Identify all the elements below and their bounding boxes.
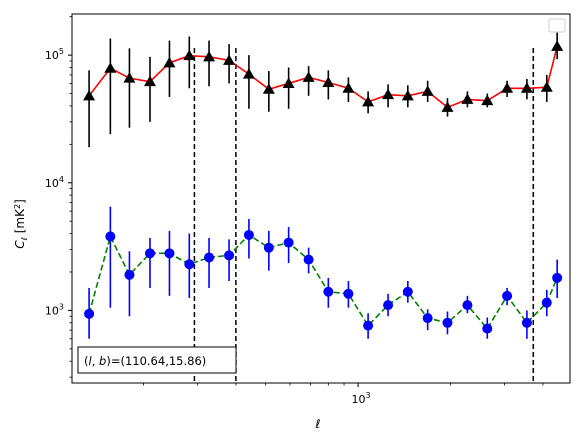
annotation-text: (l, b)=(110.64,15.86): [84, 354, 206, 368]
y-axis-label: Cℓ [mK2]: [13, 199, 29, 249]
series-1-point-18: [442, 317, 453, 328]
series-1-point-17: [422, 313, 433, 324]
series-1-point-13: [343, 288, 354, 299]
series-1-point-0: [84, 308, 95, 319]
series-0-point-24: [551, 40, 564, 51]
annotation-box: [77, 346, 237, 374]
series-1: [84, 206, 563, 339]
series-0-point-3: [143, 75, 156, 87]
series-0-point-5: [183, 49, 196, 61]
legend-box: [548, 18, 566, 33]
series-1-point-2: [124, 269, 135, 280]
axis-ticks: 103 103 104 105: [45, 16, 544, 406]
series-1-point-19: [462, 300, 473, 311]
series-1-point-22: [521, 317, 532, 328]
series-0-point-6: [203, 50, 216, 62]
x-tick-label-0: 103: [352, 391, 371, 406]
series-0-point-21: [501, 82, 514, 93]
series-1-point-9: [263, 242, 274, 253]
series-0-point-7: [223, 54, 236, 65]
series-1-point-15: [383, 300, 394, 311]
series-0-point-10: [282, 77, 295, 88]
series-1-point-23: [541, 297, 552, 308]
series-1-point-21: [502, 290, 513, 301]
series-0-point-8: [242, 68, 255, 79]
series-0-point-20: [481, 94, 494, 106]
series-0-point-9: [262, 83, 275, 94]
plot-area: [72, 14, 570, 383]
series-0-point-14: [362, 95, 375, 107]
series-0-point-16: [401, 89, 414, 101]
series-1-point-5: [184, 259, 195, 270]
series-0-point-15: [382, 88, 395, 100]
series-1-point-24: [552, 272, 563, 283]
series-1-point-6: [204, 252, 215, 263]
series-1-point-3: [144, 248, 155, 259]
series-1-point-1: [105, 231, 116, 242]
series-1-point-4: [164, 248, 175, 259]
y-tick-label-0: 103: [45, 302, 64, 317]
y-tick-label-2: 105: [45, 47, 64, 62]
series-1-point-12: [323, 286, 334, 297]
series-0-point-2: [123, 72, 136, 83]
series-0-point-17: [421, 85, 434, 96]
series-layer: [83, 32, 564, 339]
annotation: (l, b)=(110.64,15.86): [77, 346, 237, 374]
series-1-point-10: [283, 237, 294, 248]
series-0-point-4: [163, 56, 176, 68]
series-0-point-23: [540, 81, 553, 92]
series-1-point-11: [303, 254, 314, 265]
series-0-point-1: [104, 62, 117, 73]
series-0-point-11: [302, 71, 315, 82]
series-0-point-12: [322, 76, 335, 88]
series-1-point-8: [243, 229, 254, 240]
series-1-point-14: [363, 320, 374, 331]
series-1-point-16: [402, 286, 413, 297]
series-0-point-22: [520, 82, 533, 93]
x-axis-label: ℓ: [315, 417, 321, 431]
legend: [548, 18, 566, 33]
series-1-point-7: [224, 250, 235, 261]
y-tick-label-1: 104: [45, 175, 64, 190]
series-1-point-20: [482, 323, 493, 334]
series-0-point-18: [441, 101, 454, 112]
series-0-point-13: [342, 82, 355, 93]
plot-frame: [71, 13, 571, 384]
series-0-point-19: [461, 93, 474, 104]
series-0: [83, 32, 564, 148]
series-0-point-0: [83, 89, 96, 101]
